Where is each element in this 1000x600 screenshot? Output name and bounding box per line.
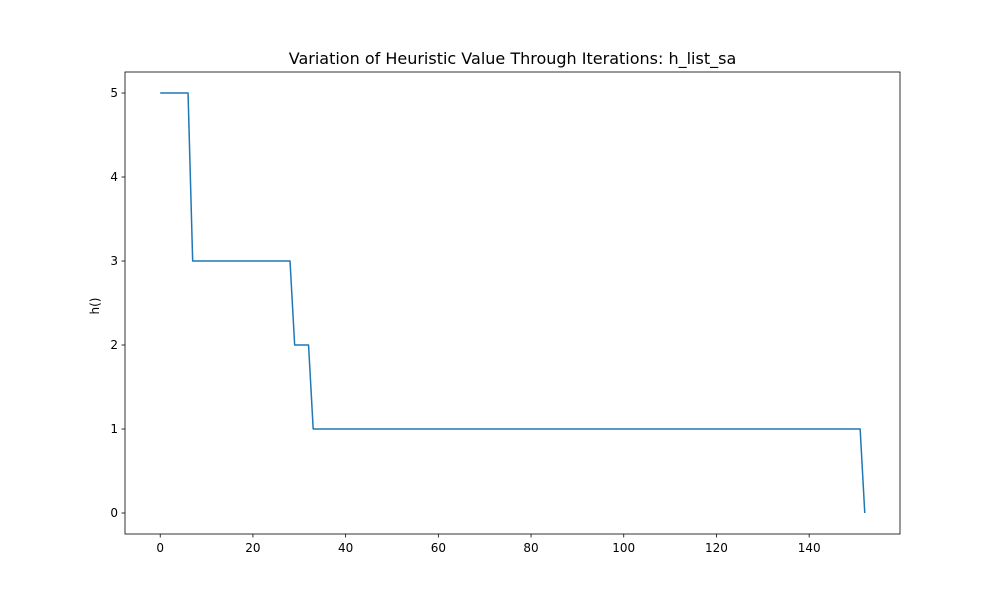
y-axis-label: h() [88, 298, 102, 315]
chart-title: Variation of Heuristic Value Through Ite… [289, 49, 737, 69]
x-tick-label: 60 [431, 541, 446, 555]
x-tick-label: 80 [523, 541, 538, 555]
y-tick-label: 1 [110, 422, 118, 436]
x-tick-label: 120 [705, 541, 728, 555]
x-tick-label: 20 [245, 541, 260, 555]
plot-area [124, 71, 901, 535]
axes-frame [124, 71, 901, 535]
y-tick-label: 4 [110, 170, 118, 184]
y-tick-label: 0 [110, 506, 118, 520]
series-line-0 [160, 92, 866, 514]
x-axis-ticks: 0 20 40 60 80 100 120 140 [156, 534, 821, 555]
y-tick-label: 5 [110, 86, 118, 100]
y-axis-ticks: 0 1 2 3 4 5 [110, 86, 125, 520]
x-tick-label: 140 [798, 541, 821, 555]
y-tick-label: 2 [110, 338, 118, 352]
x-tick-label: 0 [156, 541, 164, 555]
x-tick-label: 40 [338, 541, 353, 555]
y-tick-label: 3 [110, 254, 118, 268]
x-tick-label: 100 [612, 541, 635, 555]
